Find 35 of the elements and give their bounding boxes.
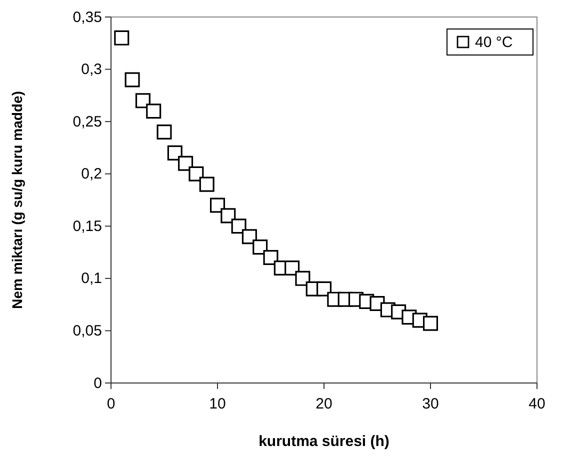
y-tick-label: 0,25 xyxy=(72,113,102,130)
y-tick-label: 0,05 xyxy=(72,322,102,340)
point xyxy=(178,156,194,171)
y-tick-label: 0,1 xyxy=(81,270,102,288)
point xyxy=(220,208,236,224)
point xyxy=(188,166,204,182)
point xyxy=(263,250,278,266)
point xyxy=(146,104,162,119)
y-axis-title: Nem miktarı (g su/g kuru madde) xyxy=(9,91,25,309)
point xyxy=(210,198,226,213)
x-tick-label: 40 xyxy=(528,396,546,412)
y-tick-label: 0 xyxy=(94,374,102,392)
point xyxy=(316,281,332,296)
point xyxy=(231,218,246,234)
legend-label: 40 °C xyxy=(475,34,513,51)
point xyxy=(252,240,268,255)
x-tick-label: 0 xyxy=(106,396,116,412)
point xyxy=(295,270,310,286)
point xyxy=(114,30,130,46)
y-tick-label: 0,35 xyxy=(72,8,102,26)
point xyxy=(199,176,214,192)
x-tick-label: 10 xyxy=(209,396,226,412)
y-tick-label: 0,3 xyxy=(81,61,102,78)
y-tick-label: 0,15 xyxy=(72,218,102,235)
point xyxy=(167,145,182,160)
point xyxy=(156,124,172,140)
x-axis-title: kurutma süresi (h) xyxy=(258,433,390,450)
point xyxy=(135,93,150,108)
x-tick-label: 20 xyxy=(316,396,332,412)
point xyxy=(242,229,257,244)
point xyxy=(422,316,438,331)
point xyxy=(124,72,140,88)
point xyxy=(284,260,300,276)
y-tick-label: 0,2 xyxy=(81,166,102,183)
x-tick-label: 30 xyxy=(422,396,439,412)
